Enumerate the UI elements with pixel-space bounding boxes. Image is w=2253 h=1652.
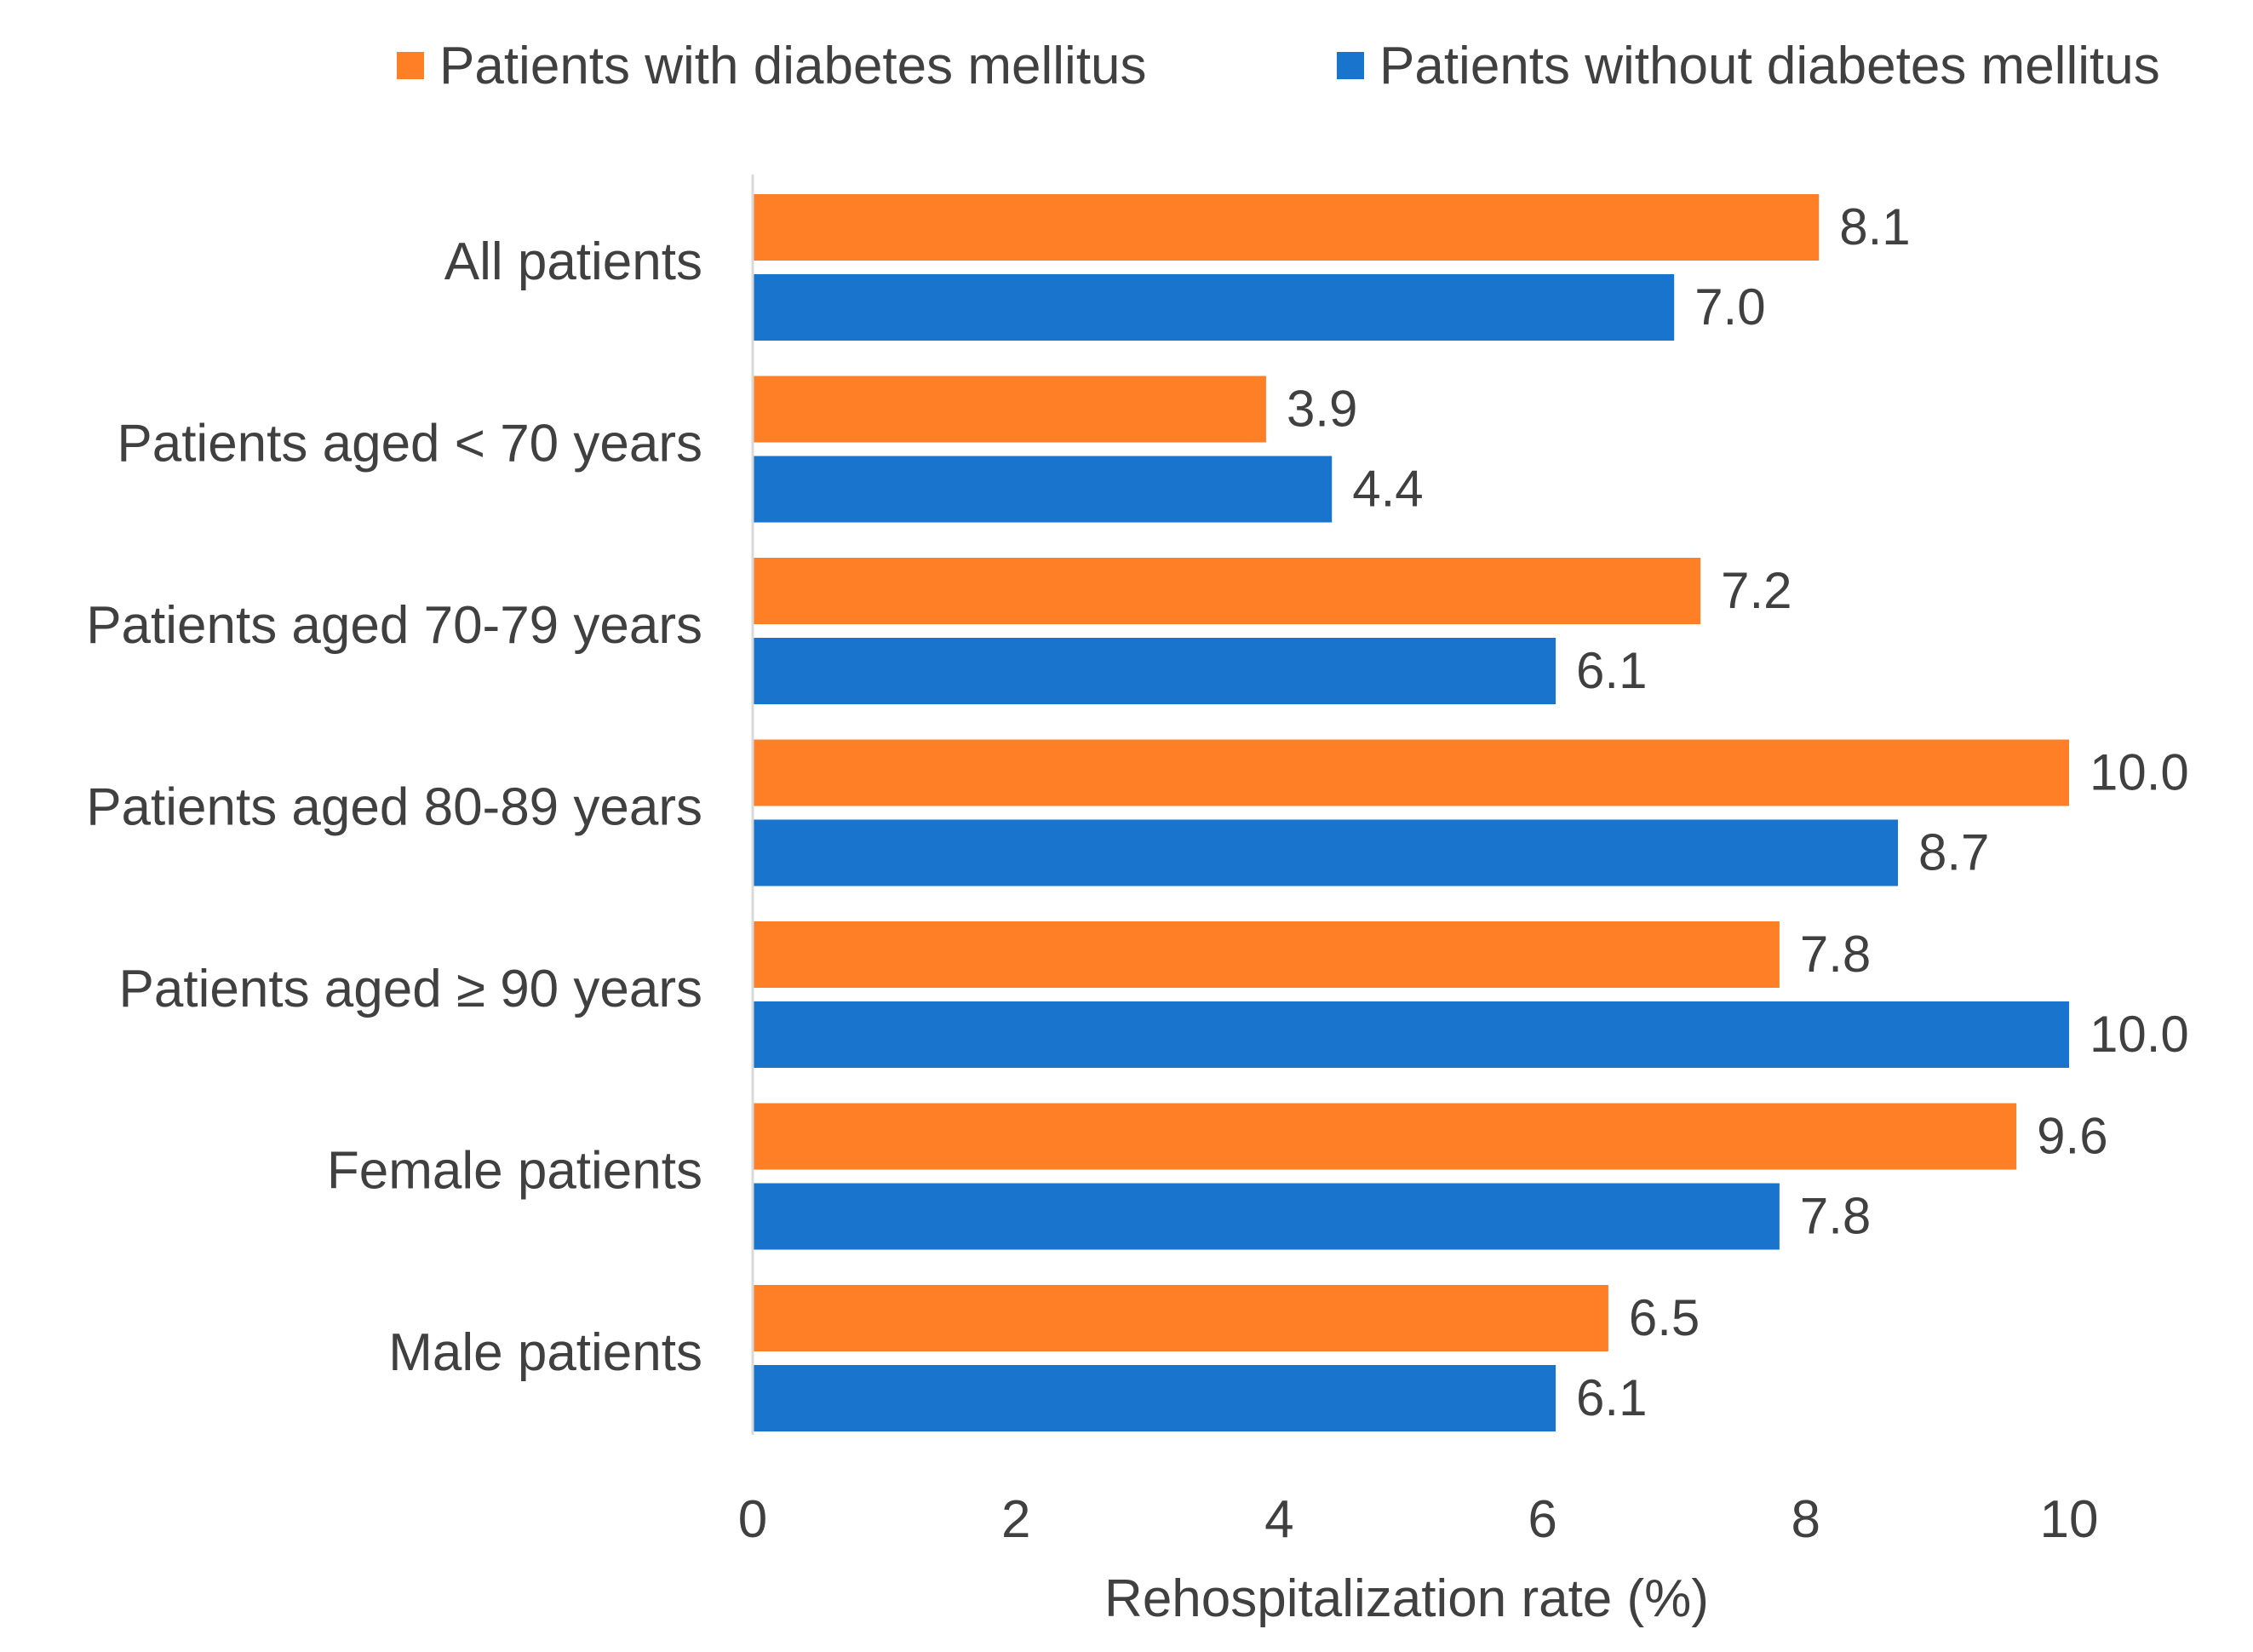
bar-with-dm-4 xyxy=(753,921,1780,988)
value-label-without-dm-0: 7.0 xyxy=(1694,278,1765,336)
value-label-without-dm-2: 6.1 xyxy=(1576,642,1647,699)
x-tick-label-0: 0 xyxy=(738,1490,767,1549)
category-label-4: Patients aged ≥ 90 years xyxy=(119,960,702,1018)
bar-without-dm-0 xyxy=(753,274,1675,341)
legend: Patients with diabetes mellitus Patients … xyxy=(397,37,2160,95)
value-label-without-dm-4: 10.0 xyxy=(2090,1006,2189,1063)
category-labels-group: All patients Patients aged < 70 years Pati… xyxy=(86,232,702,1382)
value-label-without-dm-3: 8.7 xyxy=(1918,824,1989,881)
value-label-with-dm-4: 7.8 xyxy=(1800,926,1871,983)
category-label-1: Patients aged < 70 years xyxy=(117,415,702,473)
bar-without-dm-4 xyxy=(753,1001,2069,1068)
value-label-with-dm-0: 8.1 xyxy=(1839,198,1910,255)
bar-with-dm-3 xyxy=(753,739,2069,806)
axes-group: 0 2 4 6 8 10 xyxy=(738,175,2099,1549)
category-label-5: Female patients xyxy=(327,1142,702,1201)
x-tick-label-4: 8 xyxy=(1792,1490,1820,1549)
bars-group xyxy=(753,194,2069,1431)
x-tick-label-2: 4 xyxy=(1264,1490,1293,1549)
value-labels-group: 8.1 7.0 3.9 4.4 7.2 6.1 10.0 8.7 7.8 10.0 9.6 7.8 6.… xyxy=(1287,198,2189,1426)
x-tick-label-1: 2 xyxy=(1001,1490,1030,1549)
bar-without-dm-3 xyxy=(753,819,1899,886)
legend-swatch-with-dm xyxy=(397,52,424,79)
x-tick-label-5: 10 xyxy=(2040,1490,2099,1549)
value-label-with-dm-1: 3.9 xyxy=(1287,381,1357,438)
category-label-0: All patients xyxy=(444,232,702,291)
value-label-without-dm-5: 7.8 xyxy=(1800,1188,1871,1245)
bar-without-dm-2 xyxy=(753,638,1556,704)
value-label-with-dm-6: 6.5 xyxy=(1629,1289,1700,1346)
bar-without-dm-1 xyxy=(753,456,1333,523)
legend-swatch-without-dm xyxy=(1337,52,1364,79)
value-label-with-dm-3: 10.0 xyxy=(2090,744,2189,801)
x-tick-label-3: 6 xyxy=(1528,1490,1556,1549)
bar-with-dm-6 xyxy=(753,1285,1608,1351)
legend-label-with-dm: Patients with diabetes mellitus xyxy=(439,37,1147,95)
category-label-2: Patients aged 70-79 years xyxy=(86,596,702,655)
value-label-without-dm-1: 4.4 xyxy=(1352,461,1423,518)
value-label-without-dm-6: 6.1 xyxy=(1576,1369,1647,1426)
bar-with-dm-5 xyxy=(753,1103,2017,1170)
category-label-6: Male patients xyxy=(388,1323,702,1382)
bar-with-dm-2 xyxy=(753,558,1701,624)
bar-without-dm-5 xyxy=(753,1183,1780,1250)
category-label-3: Patients aged 80-89 years xyxy=(86,778,702,837)
value-label-with-dm-5: 9.6 xyxy=(2037,1108,2107,1165)
value-label-with-dm-2: 7.2 xyxy=(1721,562,1792,619)
bar-with-dm-0 xyxy=(753,194,1820,261)
bar-without-dm-6 xyxy=(753,1365,1556,1431)
bar-with-dm-1 xyxy=(753,376,1266,443)
x-axis-title: Rehospitalization rate (%) xyxy=(1104,1569,1709,1628)
legend-label-without-dm: Patients without diabetes mellitus xyxy=(1379,37,2160,95)
